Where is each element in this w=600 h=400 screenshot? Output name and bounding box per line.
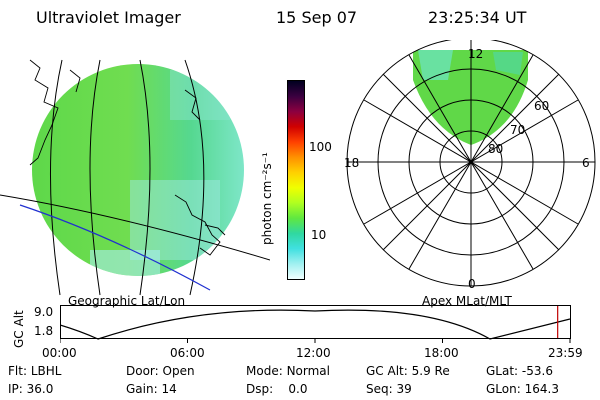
gain-value: 14 xyxy=(161,382,177,396)
seq-value: 39 xyxy=(396,382,412,396)
info-dsp: Dsp: 0.0 xyxy=(246,382,308,396)
altitude-xtick-0000: 00:00 xyxy=(42,346,77,360)
mlt-label-12: 12 xyxy=(468,47,483,61)
info-ip: IP: 36.0 xyxy=(8,382,54,396)
glon-value: 164.3 xyxy=(524,382,559,396)
gc-alt-value: 5.9 Re xyxy=(411,364,450,378)
info-seq: Seq: 39 xyxy=(366,382,412,396)
mlt-label-18: 18 xyxy=(344,156,359,170)
colorbar xyxy=(287,80,305,280)
altitude-ytick-1-8: 1.8 xyxy=(34,324,54,338)
colorbar-tick-100: 100 xyxy=(309,140,332,154)
info-gc-alt: GC Alt: 5.9 Re xyxy=(366,364,450,378)
mode-value: Normal xyxy=(286,364,330,378)
colorbar-unit-label: photon cm⁻²s⁻¹ xyxy=(260,152,274,245)
glat-value: -53.6 xyxy=(521,364,553,378)
mlat-label-80: 80 xyxy=(488,142,503,156)
info-mode: Mode: Normal xyxy=(246,364,330,378)
altitude-ylabel: GC Alt xyxy=(12,310,26,348)
date-label: 15 Sep 07 xyxy=(276,8,358,27)
altitude-xtick-1800: 18:00 xyxy=(424,346,459,360)
apex-map-label: Apex MLat/MLT xyxy=(422,294,512,308)
instrument-title: Ultraviolet Imager xyxy=(36,8,181,27)
altitude-ytick-9: 9.0 xyxy=(34,305,54,319)
info-glat: GLat: -53.6 xyxy=(486,364,553,378)
polar-plot: 12 18 6 0 60 70 80 xyxy=(344,40,596,291)
mlat-label-60: 60 xyxy=(534,99,549,113)
geographic-map xyxy=(0,59,270,296)
ip-value: 36.0 xyxy=(26,382,54,396)
info-glon: GLon: 164.3 xyxy=(486,382,559,396)
altitude-plot-frame xyxy=(60,305,571,339)
geo-gridlines xyxy=(0,59,270,296)
altitude-xtick-0600: 06:00 xyxy=(170,346,205,360)
info-door: Door: Open xyxy=(126,364,195,378)
dsp-value: 0.0 xyxy=(288,382,308,396)
flt-value: LBHL xyxy=(30,364,62,378)
info-flt: Flt: LBHL xyxy=(8,364,62,378)
altitude-xticks xyxy=(60,339,571,343)
door-value: Open xyxy=(162,364,195,378)
terminator-line xyxy=(19,204,211,291)
altitude-plot xyxy=(60,305,571,343)
mlt-label-6: 6 xyxy=(582,156,590,170)
polar-grid xyxy=(346,40,596,287)
altitude-curve xyxy=(60,309,571,340)
altitude-xtick-2359: 23:59 xyxy=(548,346,583,360)
time-label: 23:25:34 UT xyxy=(428,8,527,27)
coastlines xyxy=(29,59,226,256)
mlt-label-0: 0 xyxy=(468,277,476,291)
geo-map-label: Geographic Lat/Lon xyxy=(68,294,186,308)
info-gain: Gain: 14 xyxy=(126,382,177,396)
colorbar-tick-10: 10 xyxy=(311,228,327,242)
mlat-label-70: 70 xyxy=(510,123,525,137)
altitude-xtick-1200: 12:00 xyxy=(296,346,331,360)
